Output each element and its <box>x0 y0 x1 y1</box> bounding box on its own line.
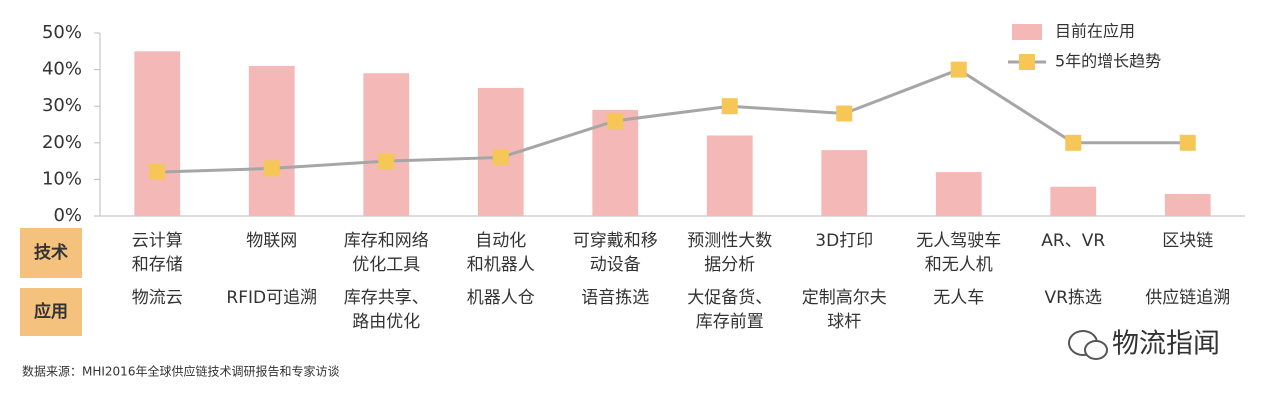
y-tick-label: 30% <box>42 95 82 116</box>
bar <box>248 65 295 216</box>
application-label: 无人车 <box>933 288 984 308</box>
logo: 物流指闻 <box>1068 329 1220 360</box>
legend-label: 5年的增长趋势 <box>1055 52 1161 71</box>
x-tick-label: 3D打印 <box>815 231 873 251</box>
x-tick-label: 和机器人 <box>467 255 535 275</box>
application-label: 大促备货、 <box>687 288 772 308</box>
y-tick-label: 50% <box>42 22 82 43</box>
row-label: 技术 <box>34 242 68 263</box>
legend-swatch <box>1012 24 1042 40</box>
bar <box>821 150 868 216</box>
bar <box>706 135 753 216</box>
application-label: 机器人仓 <box>467 288 535 308</box>
x-tick-label: 可穿戴和移 <box>573 231 658 251</box>
trend-marker <box>721 98 738 115</box>
x-tick-label: 自动化 <box>475 231 526 251</box>
trend-marker <box>950 61 967 78</box>
application-label: 定制高尔夫 <box>802 288 887 308</box>
trend-marker <box>263 160 280 177</box>
x-tick-label: 区块链 <box>1162 231 1213 251</box>
logo-icon <box>1084 340 1108 360</box>
logo-text: 物流指闻 <box>1112 329 1220 360</box>
x-tick-label: 无人驾驶车 <box>916 231 1001 251</box>
source-note: 数据来源：MHI2016年全球供应链技术调研报告和专家访谈 <box>22 364 339 379</box>
x-tick-label: AR、VR <box>1041 231 1105 251</box>
y-tick-label: 40% <box>42 59 82 80</box>
y-tick-label: 0% <box>53 205 82 226</box>
trend-marker <box>836 105 853 122</box>
bar <box>134 51 181 216</box>
x-tick-label: 库存和网络 <box>344 231 429 251</box>
trend-marker <box>1179 134 1196 151</box>
x-tick-label: 优化工具 <box>352 255 420 275</box>
application-label: 球杆 <box>827 312 861 332</box>
y-tick-label: 20% <box>42 132 82 153</box>
row-label-box <box>20 288 82 336</box>
x-tick-label: 云计算 <box>132 231 183 251</box>
trend-marker <box>607 112 624 129</box>
x-tick-label: 和存储 <box>132 255 183 275</box>
application-label: 库存共享、 <box>344 288 429 308</box>
trend-marker <box>1065 134 1082 151</box>
application-label: 供应链追溯 <box>1145 288 1230 308</box>
x-tick-label: 和无人机 <box>925 255 993 275</box>
application-label: 库存前置 <box>696 312 764 332</box>
trend-marker <box>492 149 509 166</box>
x-tick-label: 物联网 <box>246 231 297 251</box>
bar <box>363 73 410 216</box>
application-label: 语音拣选 <box>581 288 649 308</box>
x-tick-label: 据分析 <box>704 255 755 275</box>
bar <box>1164 194 1211 216</box>
row-label-box <box>20 228 82 278</box>
row-label: 应用 <box>34 301 68 322</box>
bar <box>935 172 982 216</box>
application-label: RFID可追溯 <box>226 288 317 308</box>
trend-marker <box>378 153 395 170</box>
application-label: VR拣选 <box>1045 288 1102 308</box>
trend-marker <box>149 164 166 181</box>
legend-label: 目前在应用 <box>1055 22 1135 41</box>
application-label: 物流云 <box>132 288 183 308</box>
application-label: 路由优化 <box>352 312 420 332</box>
x-tick-label: 预测性大数 <box>687 231 772 251</box>
bar <box>1050 186 1097 216</box>
trend-line <box>157 67 1188 174</box>
legend-marker <box>1019 54 1035 70</box>
y-tick-label: 10% <box>42 168 82 189</box>
x-tick-label: 动设备 <box>590 255 641 275</box>
